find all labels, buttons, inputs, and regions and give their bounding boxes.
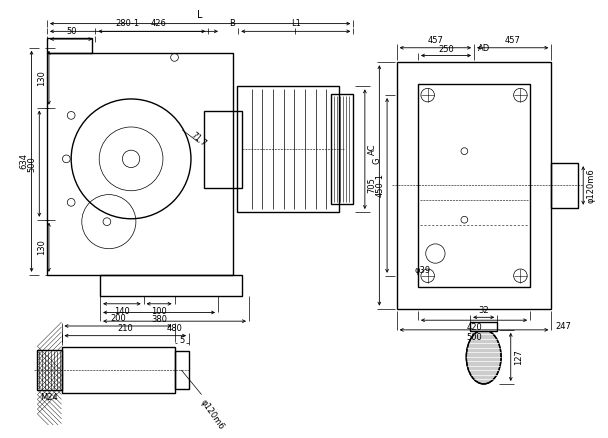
Text: 130: 130 [37,70,46,86]
Text: G: G [373,158,382,164]
Text: 280-1: 280-1 [116,19,140,28]
Text: 380: 380 [151,315,167,325]
Bar [47,53,232,275]
Text: 450-1: 450-1 [375,173,384,198]
Text: φ39: φ39 [415,266,431,275]
Text: 71.7: 71.7 [189,131,208,148]
Text: 500: 500 [27,156,36,172]
Text: M24: M24 [41,392,58,402]
Text: AC: AC [368,144,377,155]
Text: 127: 127 [514,349,523,365]
Bar [470,322,497,331]
Bar [47,38,92,53]
Text: 210: 210 [117,324,133,333]
Text: 457: 457 [427,36,443,45]
Text: 480: 480 [167,324,182,333]
Bar [331,94,353,204]
Text: φ120m6: φ120m6 [586,168,595,203]
Text: 247: 247 [555,322,571,331]
Text: 250: 250 [438,45,454,53]
Text: 130: 130 [37,239,46,255]
Text: 457: 457 [505,36,520,45]
Text: B: B [229,19,235,28]
Bar [61,347,174,392]
Text: 200: 200 [110,314,126,323]
Bar [37,350,61,390]
Text: 50: 50 [66,27,77,36]
Text: 705: 705 [367,177,376,193]
Bar [551,163,578,208]
Bar [204,110,242,188]
Text: L1: L1 [291,19,301,28]
Bar [397,62,551,309]
Text: AD: AD [478,44,490,53]
Text: 426: 426 [150,19,166,28]
Ellipse shape [466,330,501,384]
Text: φ120m6: φ120m6 [199,398,226,431]
Text: 140: 140 [114,307,130,316]
Text: 500: 500 [466,333,482,342]
Bar [174,351,189,389]
Text: 32: 32 [478,306,489,315]
Text: 634: 634 [19,153,29,169]
Text: 5: 5 [179,336,185,345]
Bar [100,275,242,296]
Text: L: L [198,10,203,20]
Bar [418,84,530,287]
Text: 100: 100 [151,307,167,316]
Text: 420: 420 [466,323,482,332]
Bar [237,86,339,212]
